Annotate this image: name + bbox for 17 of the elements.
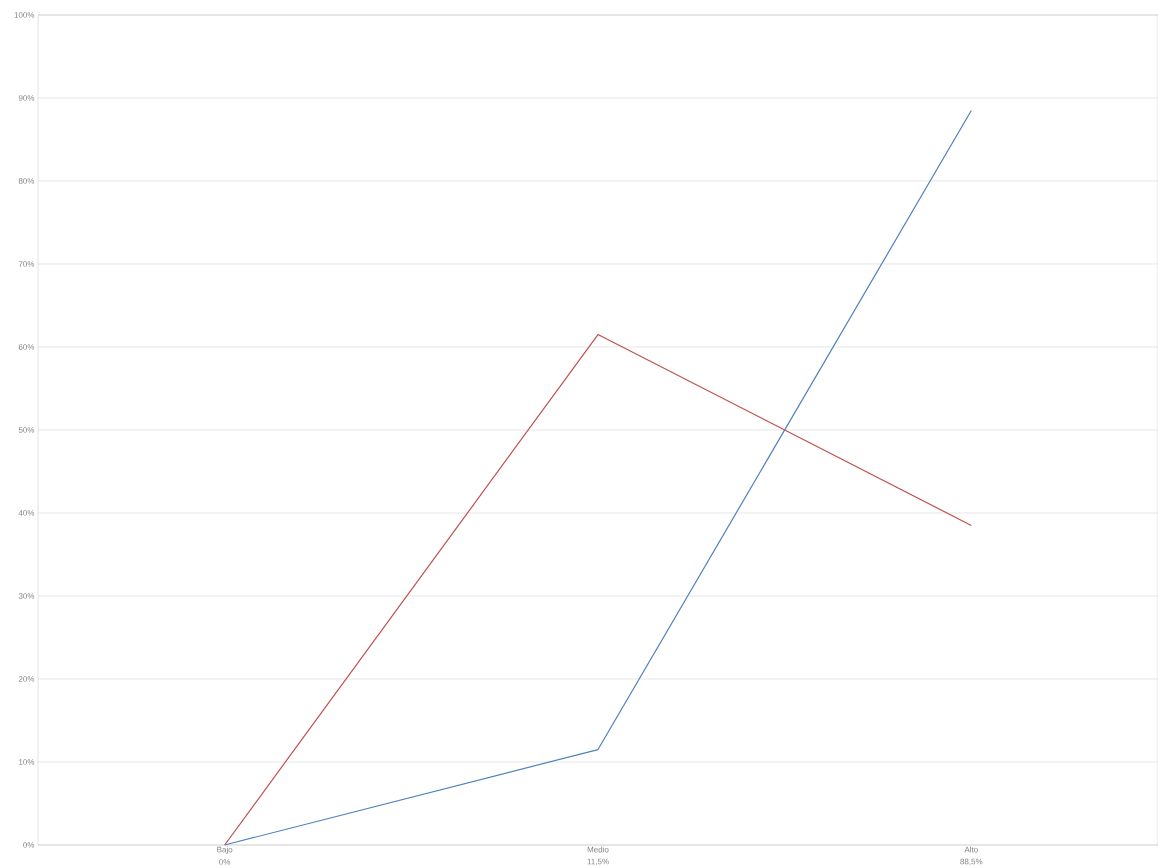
y-tick-label: 0%	[23, 842, 35, 848]
y-tick-label: 90%	[18, 95, 35, 101]
y-tick-label: 10%	[19, 759, 35, 765]
y-tick-label: 20%	[18, 676, 35, 682]
x-tick-label: Bajo	[217, 846, 233, 854]
data-label: 0%	[219, 859, 231, 865]
data-label: 11,5%	[587, 858, 609, 866]
data-label: 88,5%	[960, 858, 983, 866]
y-tick-label: 80%	[18, 178, 35, 184]
y-tick-label: 100%	[14, 12, 35, 18]
y-tick-label: 70%	[18, 261, 35, 267]
y-tick-label: 50%	[18, 427, 35, 433]
y-tick-label: 30%	[18, 593, 35, 599]
x-tick-label: Medio	[587, 846, 609, 853]
y-tick-label: 40%	[18, 510, 35, 516]
y-tick-label: 60%	[18, 344, 35, 350]
x-tick-label: Alto	[964, 846, 978, 853]
